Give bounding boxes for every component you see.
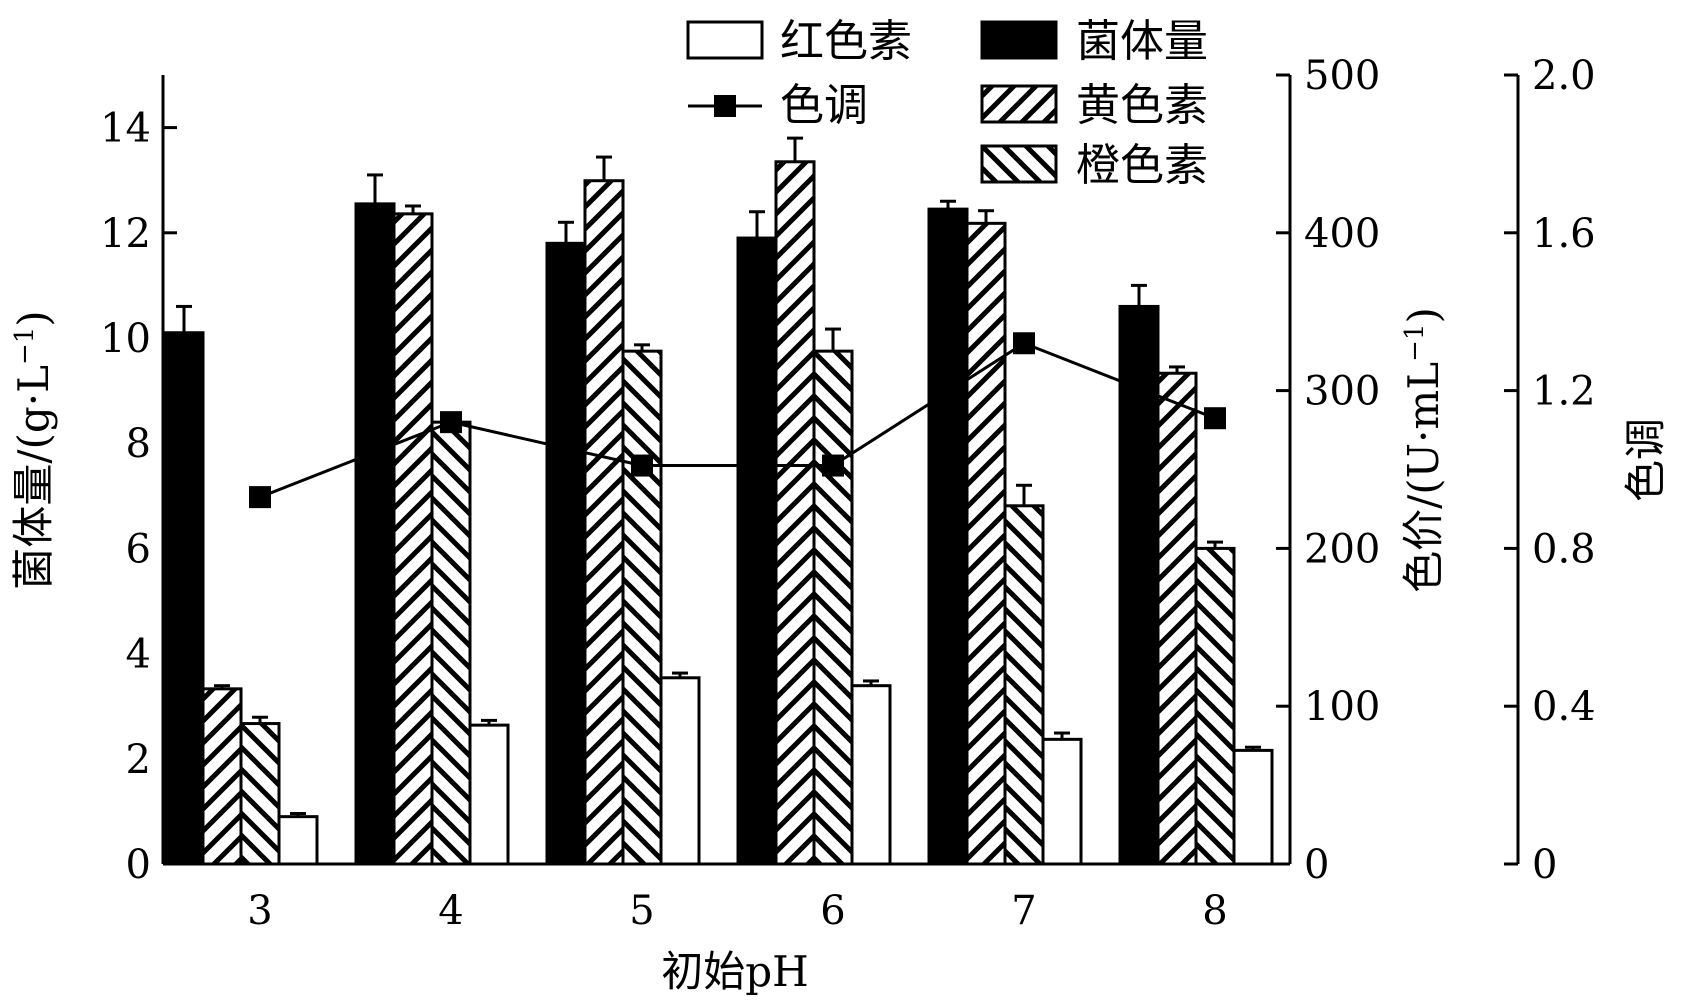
left-axis-tick-label: 8 bbox=[126, 421, 151, 467]
hue-point bbox=[631, 454, 653, 477]
hue-axis-title: 色调 bbox=[1621, 418, 1670, 502]
bar-橙色素 bbox=[812, 349, 854, 866]
right-axis-tick-label: 200 bbox=[1304, 526, 1380, 572]
legend-swatch bbox=[686, 20, 764, 60]
x-axis-tick-label: 8 bbox=[1202, 888, 1227, 934]
bar-橙色素 bbox=[430, 420, 472, 866]
bar-黄色素 bbox=[1156, 371, 1198, 866]
hue-axis-tick-label: 2.0 bbox=[1532, 53, 1596, 99]
right-axis-title-sup: −1 bbox=[1400, 324, 1430, 362]
bar-红色素 bbox=[277, 815, 319, 866]
axes: 0 2 4 6 8 10 12 14 0 100 200 300 400 500 0 0.4 0.8 1.2 1.6… bbox=[100, 53, 1596, 934]
right-axis-title: 色价/(U·mL−1) bbox=[1399, 307, 1448, 593]
hue-point bbox=[1204, 407, 1226, 430]
bar-橙色素 bbox=[621, 349, 663, 866]
hue-axis-tick-label: 0 bbox=[1532, 842, 1557, 888]
left-axis-tick-label: 6 bbox=[126, 526, 151, 572]
left-axis-title-sup: −1 bbox=[10, 327, 40, 365]
bar-菌体量 bbox=[545, 241, 587, 866]
hue-axis-tick-label: 1.6 bbox=[1532, 211, 1596, 257]
left-axis-tick-label: 0 bbox=[126, 842, 151, 888]
right-axis-tick-label: 400 bbox=[1304, 211, 1380, 257]
bar-黄色素 bbox=[392, 212, 434, 866]
left-axis-tick-label: 2 bbox=[126, 737, 151, 783]
legend-label: 黄色素 bbox=[1076, 80, 1208, 131]
bar-红色素 bbox=[850, 684, 892, 866]
hue-axis-tick-label: 0.4 bbox=[1532, 684, 1596, 730]
x-axis-tick-label: 5 bbox=[629, 888, 654, 934]
left-axis-tick-label: 12 bbox=[100, 211, 151, 257]
left-axis-tick-label: 14 bbox=[100, 106, 151, 152]
bar-黄色素 bbox=[201, 687, 243, 866]
bar-橙色素 bbox=[239, 722, 281, 866]
right-axis-title-main: 色价/(U·mL bbox=[1399, 362, 1448, 593]
bar-橙色素 bbox=[1194, 546, 1236, 866]
bar-红色素 bbox=[659, 676, 701, 866]
bar-菌体量 bbox=[927, 207, 969, 866]
bar-黄色素 bbox=[774, 160, 816, 866]
legend-swatch-marker bbox=[714, 95, 736, 117]
bar-橙色素 bbox=[1003, 504, 1045, 866]
right-axis-tick-label: 0 bbox=[1304, 842, 1329, 888]
right-axis-tick-label: 100 bbox=[1304, 684, 1380, 730]
bar-红色素 bbox=[468, 723, 510, 866]
left-axis-title: 菌体量/(g·L−1) bbox=[9, 310, 58, 589]
x-axis-tick-label: 4 bbox=[438, 888, 463, 934]
bars bbox=[163, 136, 1274, 866]
x-axis-tick-label: 3 bbox=[247, 888, 272, 934]
legend-swatch bbox=[980, 144, 1058, 184]
legend-label: 橙色素 bbox=[1076, 140, 1208, 191]
bar-菌体量 bbox=[1118, 304, 1160, 866]
right-axis-tick-label: 500 bbox=[1304, 53, 1380, 99]
legend-swatch bbox=[980, 84, 1058, 124]
hue-axis-tick-label: 0.8 bbox=[1532, 526, 1596, 572]
hue-point bbox=[249, 486, 271, 509]
left-axis-tick-label: 4 bbox=[126, 632, 151, 678]
left-axis-title-end: ) bbox=[9, 310, 58, 326]
left-axis-title-main: 菌体量/(g·L bbox=[9, 365, 58, 590]
x-axis-title: 初始pH bbox=[661, 947, 809, 996]
hue-point bbox=[1013, 332, 1035, 355]
legend-label: 色调 bbox=[780, 80, 868, 131]
bar-黄色素 bbox=[965, 221, 1007, 866]
legend-label: 菌体量 bbox=[1076, 16, 1208, 67]
left-axis-tick-label: 10 bbox=[100, 316, 151, 362]
hue-line-path bbox=[259, 341, 1216, 499]
bar-红色素 bbox=[1232, 748, 1274, 866]
bar-红色素 bbox=[1041, 737, 1083, 866]
legend-swatch bbox=[980, 20, 1058, 60]
bar-菌体量 bbox=[354, 202, 396, 866]
hue-point bbox=[440, 411, 462, 434]
hue-line bbox=[249, 332, 1226, 509]
x-axis-tick-label: 6 bbox=[820, 888, 845, 934]
hue-axis-tick-label: 1.2 bbox=[1532, 369, 1596, 415]
right-axis-tick-label: 300 bbox=[1304, 369, 1380, 415]
bar-菌体量 bbox=[736, 236, 778, 866]
bar-菌体量 bbox=[163, 331, 205, 866]
bar-黄色素 bbox=[583, 179, 625, 866]
hue-point bbox=[822, 454, 844, 477]
right-axis-title-end: ) bbox=[1399, 307, 1448, 323]
x-axis-tick-label: 7 bbox=[1011, 888, 1036, 934]
legend-label: 红色素 bbox=[780, 16, 912, 67]
